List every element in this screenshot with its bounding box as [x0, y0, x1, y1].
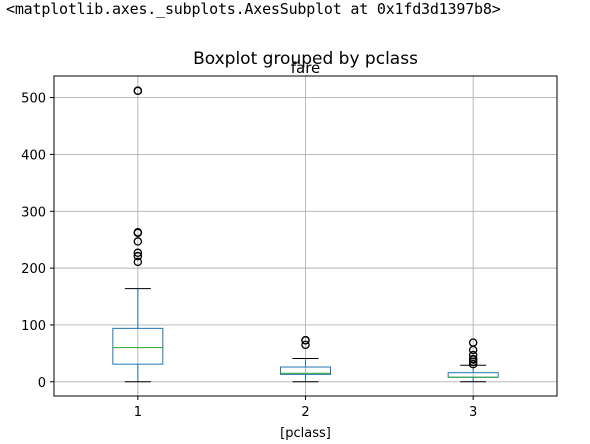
chart-subtitle: fare [291, 59, 321, 77]
outlier-point [468, 338, 478, 347]
x-tick-label: 3 [469, 405, 477, 420]
y-tick-label: 200 [21, 262, 46, 277]
y-tick-label: 400 [21, 148, 46, 163]
outlier-point [133, 251, 143, 261]
outlier-point [301, 336, 310, 345]
outlier-point [301, 340, 310, 350]
x-axis-label: [pclass] [280, 426, 331, 441]
box-group-1 [112, 86, 164, 383]
outlier-point [468, 359, 478, 369]
chart-title: Boxplot grouped by pclass [193, 49, 418, 69]
y-tick-label: 300 [21, 205, 46, 220]
outlier-point [468, 354, 478, 364]
y-tick-label: 0 [38, 376, 46, 391]
outlier-point [133, 86, 143, 96]
box-group-2 [280, 336, 331, 383]
y-tick-label: 100 [21, 319, 46, 334]
x-tick-label: 2 [301, 405, 309, 420]
x-tick-label: 1 [134, 405, 142, 420]
box-series [112, 86, 499, 383]
outlier-point [468, 350, 478, 360]
iqr-box [280, 366, 331, 375]
outlier-point [133, 228, 143, 237]
box-group-3 [447, 338, 499, 383]
iqr-box [112, 327, 164, 365]
outlier-point [133, 257, 143, 267]
cell-output-repr: <matplotlib.axes._subplots.AxesSubplot a… [6, 0, 501, 18]
outlier-point [133, 248, 143, 258]
outlier-point [133, 237, 143, 246]
y-tick-label: 500 [21, 92, 46, 107]
axis-ticks: 0 100 200 300 400 500 1 2 3 [21, 92, 477, 420]
